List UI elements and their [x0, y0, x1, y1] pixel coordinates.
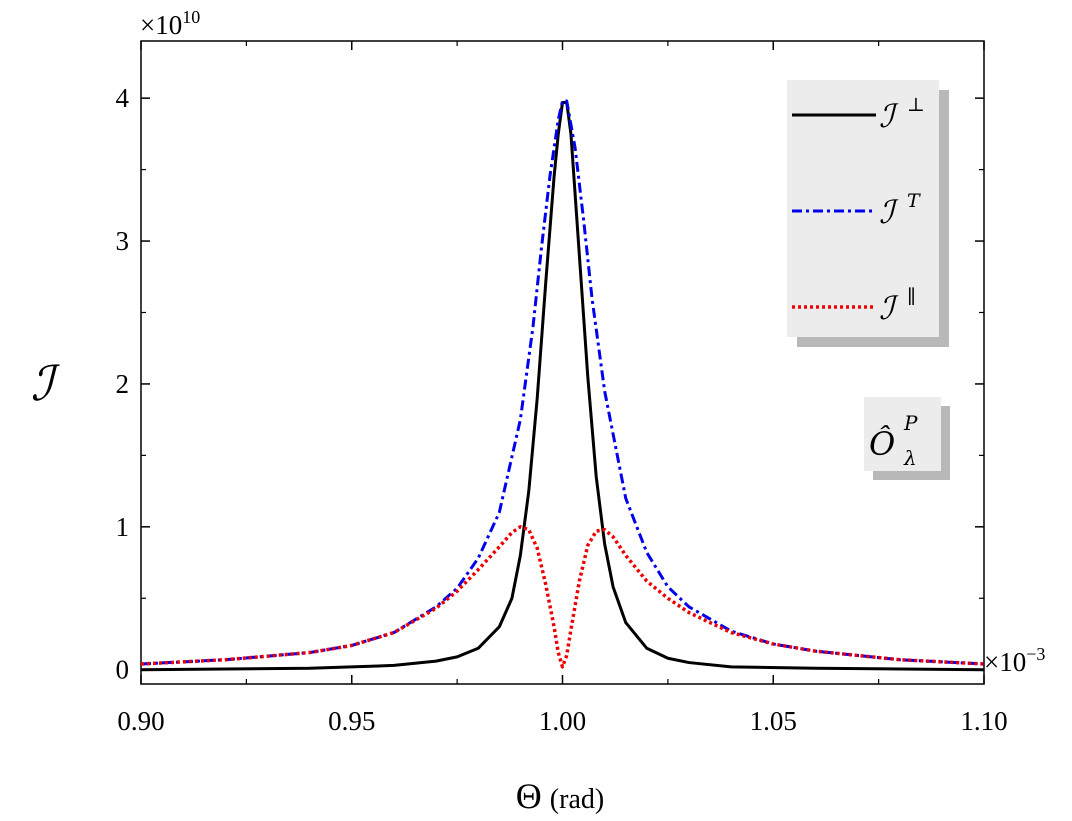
series-layer	[140, 99, 985, 672]
x-axis-title: Θ (rad)	[516, 776, 604, 816]
y-tick-label: 3	[116, 226, 130, 256]
x-tick-label: 1.00	[539, 706, 586, 736]
y-multiplier-base: ×10	[140, 10, 182, 40]
legend-label-1: ℐ	[879, 193, 899, 231]
annotation-subscript: λ	[903, 446, 917, 470]
x-tick-label: 1.05	[750, 706, 797, 736]
annotation-main: Ô	[869, 425, 895, 463]
legend-background	[787, 80, 939, 337]
x-axis-unit: (rad)	[550, 784, 604, 815]
y-axis-title: ℐ	[31, 356, 61, 412]
operator-annotation: Ô P λ	[864, 397, 950, 480]
legend-label-sup-1: T	[907, 190, 921, 212]
x-tick-label: 0.90	[117, 706, 164, 736]
x-multiplier: ×10−3	[984, 644, 1045, 677]
y-tick-label: 4	[116, 83, 130, 113]
legend: ℐ ⊥ℐ Tℐ ∥	[787, 80, 949, 347]
y-multiplier: ×1010	[140, 7, 200, 40]
x-multiplier-base: ×10	[984, 647, 1026, 677]
legend-label-sup-2: ∥	[907, 286, 916, 308]
x-tick-label: 0.95	[328, 706, 375, 736]
x-axis-symbol: Θ	[516, 776, 542, 816]
x-ticks: 0.90 0.95 1.00 1.05 1.10	[117, 41, 1008, 736]
legend-label-2: ℐ	[879, 289, 899, 327]
x-multiplier-exponent: −3	[1026, 644, 1045, 664]
annotation-background	[864, 397, 941, 471]
y-multiplier-exponent: 10	[182, 7, 200, 27]
y-tick-label: 1	[116, 512, 130, 542]
legend-items: ℐ ⊥ℐ Tℐ ∥	[792, 94, 925, 327]
annotation-superscript: P	[903, 411, 918, 435]
legend-label-0: ℐ	[879, 97, 899, 135]
y-tick-label: 0	[116, 655, 130, 685]
y-ticks: 0 1 2 3 4	[116, 83, 984, 685]
series-line-2	[140, 525, 985, 669]
y-tick-label: 2	[116, 369, 130, 399]
x-tick-label: 1.10	[960, 706, 1007, 736]
legend-label-sup-0: ⊥	[907, 94, 925, 116]
